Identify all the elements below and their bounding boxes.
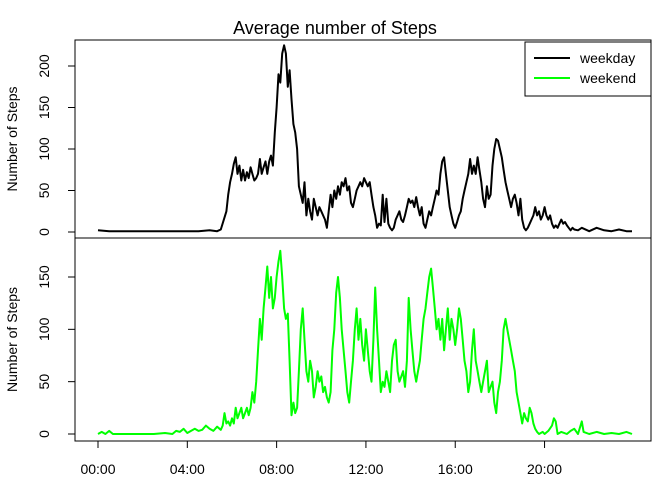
y-tick-label-weekend-1: 50	[36, 374, 52, 390]
legend: weekday weekend	[524, 41, 652, 97]
y-tick-label-weekday-1: 50	[36, 183, 52, 199]
legend-box	[524, 41, 652, 97]
y-tick-label-weekend-3: 150	[36, 265, 52, 289]
chart-title: Average number of Steps	[233, 18, 437, 38]
y-tick-label-weekend-0: 0	[36, 430, 52, 438]
y-tick-label-weekday-0: 0	[36, 228, 52, 236]
series-line-weekday	[97, 44, 632, 233]
x-tick-label-0: 00:00	[80, 461, 115, 477]
y-axis-label-weekend: Number of Steps	[4, 287, 20, 392]
x-axis: 00:00 04:00 08:00 12:00 16:00 20:00	[80, 440, 562, 477]
y-axis-label-weekday: Number of Steps	[4, 86, 20, 191]
chart-panels: 0 50 100 150 200 Number of Steps 0 50 100 150 Numb…	[4, 39, 652, 442]
series-line-weekend	[97, 249, 633, 435]
legend-label-weekday: weekday	[579, 50, 635, 66]
legend-label-weekend: weekend	[579, 70, 636, 86]
y-tick-label-weekend-2: 100	[36, 317, 52, 341]
x-tick-label-2: 08:00	[259, 461, 294, 477]
panel-weekend: 0 50 100 150 Number of Steps	[4, 237, 652, 442]
x-tick-label-3: 12:00	[348, 461, 383, 477]
x-tick-label-5: 20:00	[527, 461, 562, 477]
y-tick-label-weekday-4: 200	[36, 54, 52, 78]
y-tick-label-weekday-3: 150	[36, 96, 52, 120]
x-tick-label-4: 16:00	[438, 461, 473, 477]
x-tick-label-1: 04:00	[170, 461, 205, 477]
y-tick-label-weekday-2: 100	[36, 137, 52, 161]
panel-frame-weekend	[74, 237, 652, 442]
